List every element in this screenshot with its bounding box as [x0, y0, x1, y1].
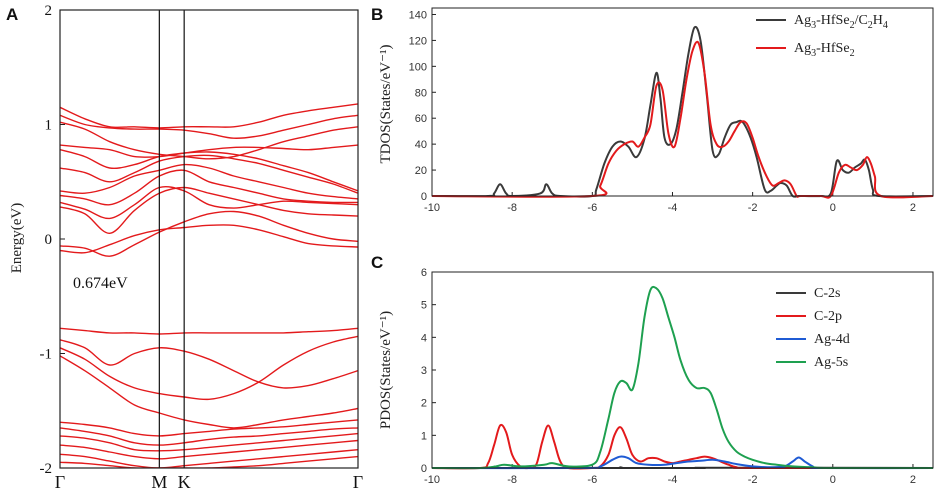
ytick-label: 0	[421, 191, 427, 203]
legend-label-Ag-5s: Ag-5s	[814, 355, 848, 370]
ytick-label: 4	[421, 332, 427, 344]
ytick-label: 60	[415, 113, 427, 125]
xtick-label: -6	[587, 202, 597, 214]
band-gap-annotation: 0.674eV	[73, 275, 128, 292]
band-line-c7	[60, 154, 358, 194]
series-line-Ag-5s	[431, 285, 934, 470]
xtick-label: 2	[910, 202, 916, 214]
panel-a-ytick-label: -2	[40, 461, 53, 477]
band-line-v5	[60, 419, 358, 437]
band-line-v7	[60, 432, 358, 452]
panel-c-ticks: -10 -8 -6 -4 -2 0 2 0 1 2 3 4 5 6	[421, 267, 916, 486]
panel-a-ytick-label: 0	[45, 232, 53, 248]
xtick-label: -8	[507, 474, 517, 486]
xtick-label: -10	[424, 474, 440, 486]
panel-c: C PDOS(States/eV⁻¹) -10 -8 -6 -4 -2 0 2 0 1 2 3 4 5 6…	[371, 253, 934, 486]
ytick-label: 100	[409, 61, 427, 73]
panel-c-ylabel: PDOS(States/eV⁻¹)	[378, 311, 394, 429]
ytick-label: 2	[421, 398, 427, 410]
xtick-label: -10	[424, 202, 440, 214]
band-line-v4	[60, 355, 358, 429]
ytick-label: 20	[415, 165, 427, 177]
ytick-label: 140	[409, 9, 427, 21]
series-line-Ag-4d	[431, 455, 934, 470]
series-line-C-2p	[431, 423, 934, 470]
panel-a-ytick-label: -1	[40, 347, 53, 363]
legend-label-Ag-4d: Ag-4d	[814, 332, 850, 347]
xtick-label: -4	[668, 202, 678, 214]
kpoint-label-0: Γ	[55, 472, 65, 492]
band-line-c9	[60, 144, 358, 158]
ytick-label: 3	[421, 365, 427, 377]
band-line-v10	[60, 455, 358, 468]
legend-label-Ag3-HfSe2: Ag3-HfSe2	[794, 41, 855, 59]
band-line-c4	[60, 185, 358, 220]
band-line-c10	[60, 121, 358, 160]
band-line-v8	[60, 439, 358, 460]
kpoint-label-2: K	[178, 472, 191, 492]
legend-label-C-2p: C-2p	[814, 309, 842, 324]
panel-a-bands	[60, 103, 358, 468]
panel-c-legend: C-2s C-2p Ag-4d Ag-5s	[776, 286, 850, 370]
ytick-label: 80	[415, 87, 427, 99]
band-line-c11	[60, 114, 358, 139]
band-line-c12	[60, 103, 358, 129]
panel-b-series	[431, 25, 934, 199]
band-line-v1	[60, 327, 358, 335]
band-line-v2	[60, 339, 358, 389]
panel-a-kpoint-lines	[158, 10, 185, 468]
xtick-label: 0	[830, 474, 836, 486]
xtick-label: 2	[910, 474, 916, 486]
ytick-label: 6	[421, 267, 427, 279]
ytick-label: 0	[421, 463, 427, 475]
panel-a-ylabel: Energy(eV)	[9, 203, 25, 274]
ytick-label: 120	[409, 35, 427, 47]
xtick-label: -2	[748, 474, 758, 486]
xtick-label: -8	[507, 202, 517, 214]
panel-b-letter: B	[371, 5, 383, 24]
panel-c-frame	[431, 271, 934, 469]
legend-label-C-2s: C-2s	[814, 286, 840, 301]
panel-a-ytick-label: 1	[45, 118, 53, 134]
kpoint-label-1: M	[151, 472, 167, 492]
legend-label-Ag3-HfSe2/C2H4: Ag3-HfSe2/C2H4	[794, 13, 888, 31]
band-line-c3	[60, 186, 358, 235]
ytick-label: 5	[421, 300, 427, 312]
xtick-label: 0	[830, 202, 836, 214]
panel-b-frame	[431, 7, 934, 197]
xtick-label: -4	[668, 474, 678, 486]
series-line-Ag3-HfSe2	[431, 40, 934, 199]
ytick-label: 1	[421, 430, 427, 442]
band-line-c6	[60, 163, 358, 200]
panel-c-letter: C	[371, 253, 383, 272]
panel-c-series	[431, 285, 934, 470]
band-line-v9	[60, 449, 358, 468]
band-line-c5	[60, 169, 358, 206]
panel-a-yticks: -2 -1 0 1 2	[40, 3, 65, 477]
panel-b-ylabel: TDOS(States/eV⁻¹)	[378, 44, 394, 163]
band-line-c1	[60, 224, 358, 254]
panel-a-letter: A	[6, 5, 18, 24]
band-line-v3	[60, 335, 358, 401]
xtick-label: -6	[587, 474, 597, 486]
xtick-label: -2	[748, 202, 758, 214]
panel-b-legend: Ag3-HfSe2/C2H4 Ag3-HfSe2	[756, 13, 888, 59]
kpoint-label-3: Γ	[353, 472, 363, 492]
panel-a-ytick-label: 2	[45, 3, 53, 19]
panel-b: B TDOS(States/eV⁻¹) -10 -8 -6 -4 -2 0 20204060…	[371, 5, 934, 214]
ytick-label: 40	[415, 139, 427, 151]
band-line-c2	[60, 210, 358, 257]
band-line-v6	[60, 427, 358, 446]
band-line-c8	[60, 149, 358, 192]
